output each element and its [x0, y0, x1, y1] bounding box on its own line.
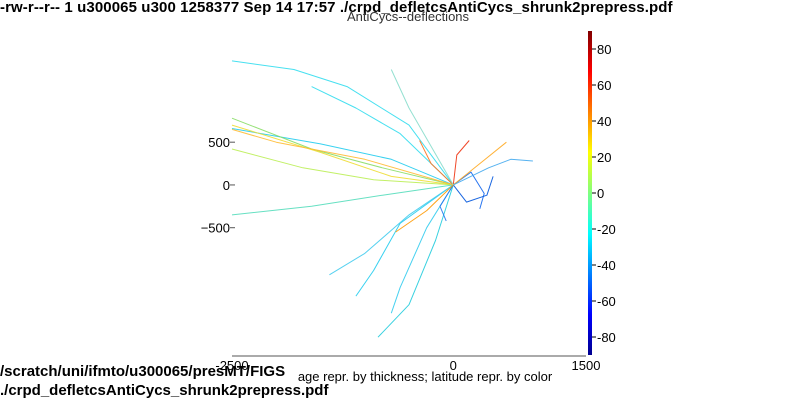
x-axis-label: age repr. by thickness; latitude repr. b…	[298, 369, 553, 384]
colorbar	[588, 31, 592, 355]
trajectory-0	[231, 60, 454, 186]
colorbar-tick-label-0: 80	[597, 42, 611, 57]
trajectory-8	[390, 184, 454, 314]
colorbar-tick-label-4: 0	[597, 186, 604, 201]
y-tick-label-0: 500	[208, 135, 230, 150]
colorbar-ticks: 80 60 40 20 0 -20 -40 -60 -80	[592, 42, 616, 345]
trajectory-10	[329, 184, 454, 276]
x-tick-label-2: 1500	[572, 358, 601, 373]
x-ticks: -2500 0 1500	[215, 358, 600, 373]
colorbar-tick-label-7: -60	[597, 294, 616, 309]
trajectory-16	[452, 141, 507, 186]
trajectory-7	[355, 184, 454, 297]
file-info-header: -rw-r--r-- 1 u300065 u300 1258377 Sep 14…	[0, 0, 673, 16]
trajectory-9	[377, 184, 454, 338]
trajectory-14	[452, 140, 470, 185]
y-tick-label-1: 0	[223, 178, 230, 193]
trajectory-13	[439, 184, 454, 222]
chart-title: AntiCycs--deflections	[347, 9, 470, 24]
trajectory-20	[390, 69, 454, 186]
footer-path: /scratch/uni/ifmto/u300065/presMT/FIGS	[0, 363, 286, 380]
colorbar-tick-label-8: -80	[597, 330, 616, 345]
trajectory-19	[453, 158, 533, 186]
trajectory-11	[453, 171, 485, 210]
trajectory-15	[419, 140, 454, 186]
x-tick-label-0: -2500	[215, 358, 248, 373]
colorbar-tick-label-6: -40	[597, 258, 616, 273]
colorbar-tick-label-5: -20	[597, 222, 616, 237]
y-ticks: 500 0 −500	[201, 135, 235, 236]
trajectory-12	[452, 176, 494, 203]
trajectory-18	[231, 128, 454, 186]
trajectory-2	[231, 128, 454, 186]
colorbar-tick-label-2: 40	[597, 114, 611, 129]
x-tick-label-1: 0	[450, 358, 457, 373]
trajectory-1	[311, 86, 454, 186]
trajectory-17	[395, 184, 454, 233]
colorbar-tick-label-1: 60	[597, 78, 611, 93]
series-layer	[231, 60, 533, 338]
footer-filename: ./crpd_defletcsAntiCycs_shrunk2prepress.…	[0, 382, 329, 399]
trajectory-3	[231, 117, 454, 186]
trajectory-6	[231, 184, 454, 216]
trajectory-5	[231, 148, 454, 186]
trajectory-4	[231, 124, 454, 186]
y-tick-label-2: −500	[201, 221, 230, 236]
colorbar-tick-label-3: 20	[597, 150, 611, 165]
